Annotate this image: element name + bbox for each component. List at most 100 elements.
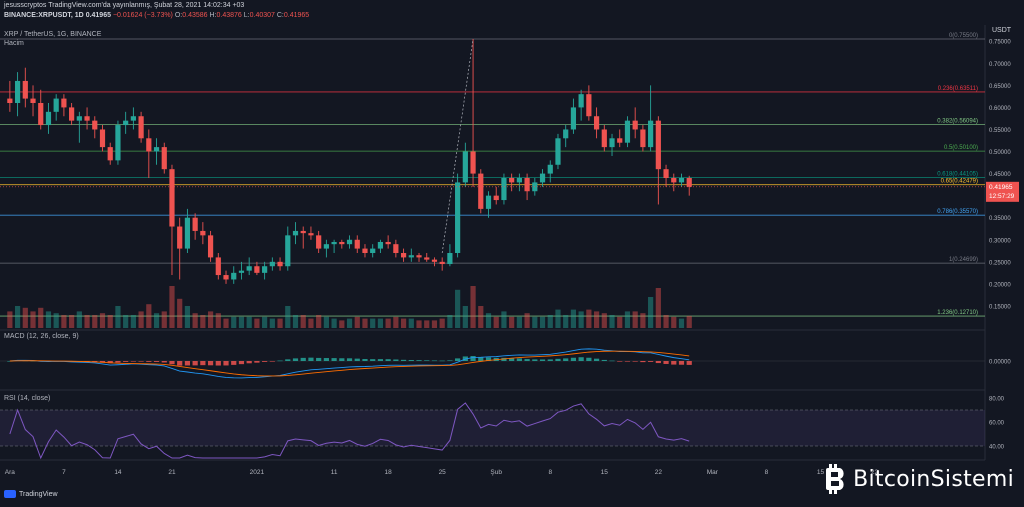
volume-bar	[501, 311, 507, 328]
volume-bar	[516, 316, 522, 328]
volume-bar	[362, 318, 368, 328]
volume-bar	[22, 307, 28, 328]
candle-body	[640, 129, 646, 148]
x-tick-label: 15	[817, 469, 825, 476]
macd-histogram-bar	[123, 361, 129, 362]
volume-bar	[385, 318, 391, 328]
macd-label: MACD (12, 26, close, 9)	[4, 333, 79, 340]
rsi-band	[0, 410, 985, 446]
tradingview-logo[interactable]: TradingView	[4, 490, 58, 498]
candle-body	[22, 80, 28, 99]
macd-histogram-bar	[153, 361, 160, 362]
candle-body	[153, 147, 160, 152]
symbol[interactable]: BINANCE:XRPUSDT, 1D	[4, 12, 84, 19]
macd-histogram-bar	[632, 361, 638, 362]
macd-histogram-bar	[362, 358, 368, 361]
macd-histogram-bar	[370, 359, 376, 361]
y-tick-label: 0.75000	[989, 40, 1011, 46]
macd-histogram-bar	[300, 357, 306, 361]
candle-body	[69, 107, 75, 121]
candle-body	[408, 255, 414, 258]
volume-bar	[478, 306, 484, 328]
macd-histogram-bar	[192, 361, 198, 366]
x-tick-label: 2021	[250, 469, 265, 476]
macd-histogram-bar	[207, 361, 214, 366]
candle-body	[663, 169, 669, 178]
candle-body	[269, 261, 275, 267]
candle-body	[161, 147, 167, 170]
volume-bar	[130, 315, 136, 328]
macd-histogram-bar	[331, 358, 337, 361]
volume-bar	[509, 316, 515, 328]
price-badge-countdown: 12:57:29	[989, 193, 1015, 200]
volume-bar	[339, 320, 345, 328]
y-tick-label: 0.20000	[989, 282, 1011, 288]
macd-histogram-bar	[254, 361, 260, 363]
volume-bar	[38, 307, 44, 328]
candle-body	[262, 266, 268, 273]
macd-histogram-bar	[431, 360, 438, 362]
volume-bar	[462, 306, 468, 328]
candle-body	[223, 275, 229, 280]
y-tick-label: 0.50000	[989, 150, 1011, 156]
publish-line: jesusscryptos TradingView.com'da yayınla…	[4, 2, 244, 9]
macd-histogram-bar	[547, 359, 553, 361]
bitcoinsistemi-logo: BitcoinSistemi	[823, 464, 1014, 494]
volume-bar	[563, 315, 569, 328]
macd-histogram-bar	[686, 361, 692, 365]
macd-histogram-bar	[609, 360, 615, 362]
candle-body	[130, 116, 136, 121]
macd-histogram-bar	[385, 359, 391, 361]
bitcoin-icon	[826, 464, 844, 494]
candle-body	[14, 80, 21, 103]
volume-bar	[161, 311, 167, 328]
macd-histogram-bar	[346, 358, 353, 361]
pair-text: XRP / TetherUS, 1G, BINANCE	[4, 31, 102, 38]
candle-body	[300, 230, 306, 234]
volume-bar	[439, 318, 445, 328]
candle-body	[177, 226, 183, 249]
candle-body	[601, 129, 607, 148]
x-tick-label: 25	[439, 469, 447, 476]
candle-body	[493, 195, 499, 201]
volume-bar	[539, 316, 546, 328]
macd-histogram-bar	[99, 361, 106, 363]
volume-bar	[493, 316, 499, 328]
o-label: O:	[174, 12, 183, 19]
candle-body	[555, 138, 561, 165]
macd-histogram-bar	[223, 361, 229, 366]
macd-histogram-bar	[115, 361, 121, 363]
macd-histogram-bar	[246, 361, 252, 364]
candle-body	[292, 230, 299, 236]
y-tick-label: 0.35000	[989, 216, 1011, 222]
macd-histogram-bar	[138, 361, 144, 362]
fib-label: 0.618(0.44105)	[937, 172, 978, 178]
macd-histogram-bar	[269, 361, 275, 362]
macd-histogram-bar	[516, 358, 522, 361]
symbol-line: BINANCE:XRPUSDT, 1D 0.41965 −0.01624 (−3…	[4, 12, 309, 19]
volume-bar	[238, 316, 245, 328]
x-tick-label: 14	[114, 469, 122, 476]
volume-bar	[408, 318, 414, 328]
volume-bar	[671, 316, 677, 328]
macd-histogram-bar	[678, 361, 685, 365]
macd-histogram-bar	[501, 357, 507, 361]
candle-body	[593, 116, 600, 130]
last-price: 0.41965	[85, 12, 111, 19]
candle-body	[146, 138, 152, 152]
x-tick-label: 21	[168, 469, 176, 476]
volume-bar	[431, 320, 438, 328]
price-change: −0.01624 (−3.73%)	[112, 12, 173, 19]
y-tick-label: 0.30000	[989, 238, 1011, 244]
candle-body	[169, 169, 175, 227]
macd-histogram-bar	[478, 356, 484, 361]
macd-histogram-bar	[563, 358, 569, 361]
rsi-line	[9, 402, 690, 460]
macd-histogram-bar	[323, 358, 329, 361]
candle-body	[678, 178, 685, 183]
volume-bar	[107, 315, 113, 328]
macd-histogram-bar	[277, 360, 283, 362]
projection-line	[441, 38, 474, 254]
volume-bar	[215, 313, 221, 328]
